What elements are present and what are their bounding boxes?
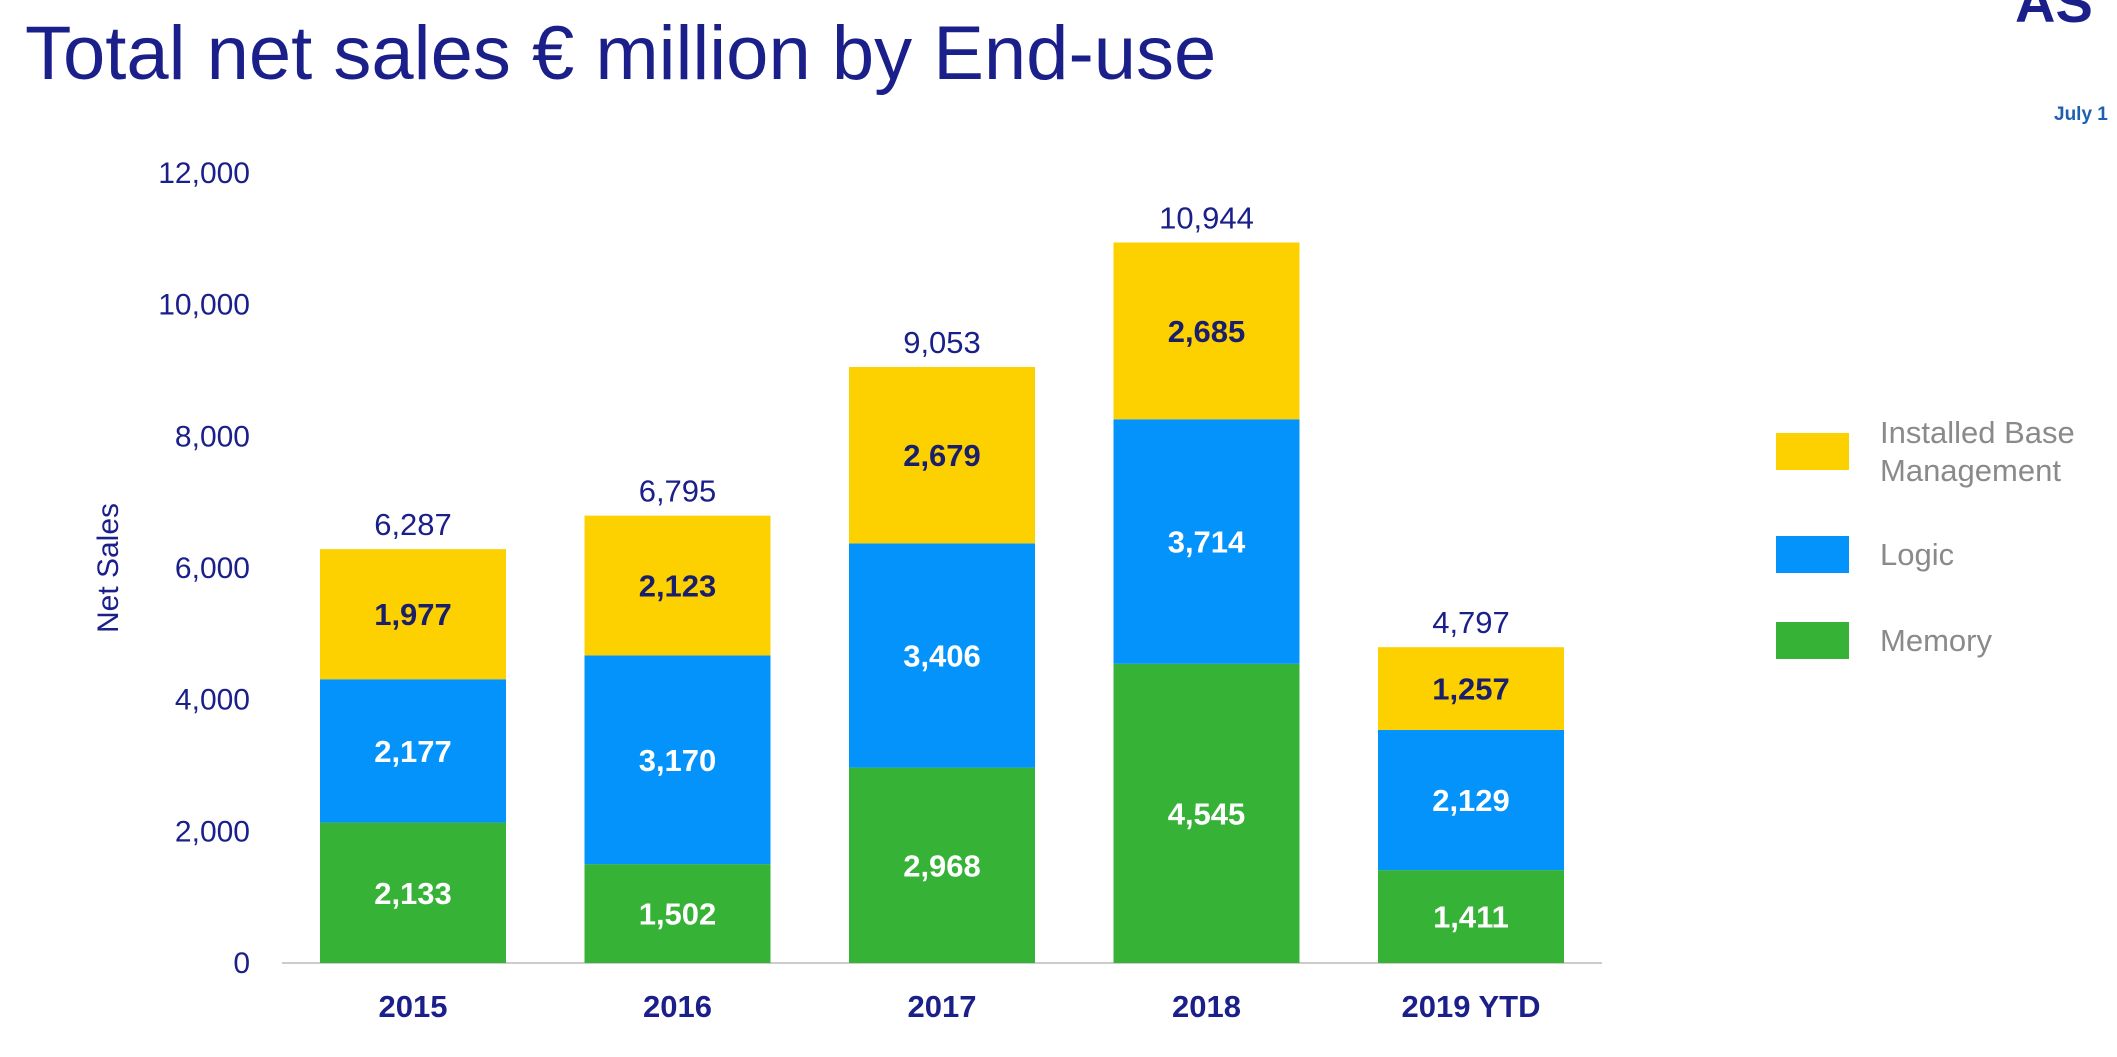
legend-label-installed-base-management: Management <box>1880 453 2061 488</box>
legend-swatch-logic <box>1776 536 1849 573</box>
bar-installed-base-management <box>320 549 506 680</box>
slide-date: July 1 <box>2054 104 2108 125</box>
bar-installed-base-management <box>584 515 771 656</box>
bar-memory <box>849 767 1035 963</box>
data-label-logic: 3,406 <box>903 638 981 673</box>
y-tick-label: 0 <box>233 947 250 980</box>
data-label-installed-base-management: 1,257 <box>1432 672 1510 707</box>
data-label-memory: 1,502 <box>639 897 717 932</box>
data-label-installed-base-management: 2,685 <box>1168 314 1246 349</box>
x-tick-label: 2016 <box>643 989 712 1024</box>
data-label-memory: 2,133 <box>374 876 452 911</box>
bar-logic <box>1113 419 1300 664</box>
bar-logic <box>320 679 506 823</box>
legend-label-installed-base-management: Installed Base <box>1880 415 2075 450</box>
legend-label-logic: Logic <box>1880 537 1954 572</box>
bar-logic <box>584 655 771 865</box>
x-tick-label: 2019 YTD <box>1401 989 1540 1024</box>
bar-installed-base-management <box>1378 647 1564 730</box>
legend-swatch-memory <box>1776 622 1849 659</box>
bar-memory <box>1113 663 1300 963</box>
x-tick-label: 2018 <box>1172 989 1241 1024</box>
y-tick-label: 10,000 <box>158 289 250 322</box>
data-label-logic: 3,170 <box>639 743 717 778</box>
bar-installed-base-management <box>849 367 1035 544</box>
total-label: 6,287 <box>374 507 452 542</box>
data-label-installed-base-management: 2,679 <box>903 438 981 473</box>
y-tick-label: 6,000 <box>175 552 250 585</box>
data-label-logic: 2,129 <box>1432 783 1510 818</box>
bar-memory <box>1378 870 1564 963</box>
data-label-memory: 1,411 <box>1433 900 1509 935</box>
x-tick-label: 2017 <box>908 989 977 1024</box>
company-logo: AS <box>2015 0 2093 34</box>
legend-label-memory: Memory <box>1880 623 1992 658</box>
data-label-logic: 3,714 <box>1168 525 1246 560</box>
total-label: 6,795 <box>639 474 717 509</box>
bar-installed-base-management <box>1113 242 1300 420</box>
y-tick-label: 2,000 <box>175 815 250 848</box>
bar-logic <box>849 543 1035 768</box>
legend-swatch-installed-base-management <box>1776 433 1849 470</box>
y-tick-label: 8,000 <box>175 420 250 453</box>
total-label: 9,053 <box>903 325 981 360</box>
data-label-logic: 2,177 <box>374 734 452 769</box>
data-label-installed-base-management: 2,123 <box>639 569 717 604</box>
slide-title: Total net sales € million by End-use <box>25 11 1217 96</box>
bar-memory <box>320 822 506 963</box>
bar-memory <box>584 864 771 963</box>
x-tick-label: 2015 <box>379 989 448 1024</box>
y-tick-label: 12,000 <box>158 157 250 190</box>
data-label-memory: 4,545 <box>1168 796 1246 831</box>
bar-logic <box>1378 729 1564 871</box>
total-label: 10,944 <box>1159 201 1254 236</box>
y-tick-label: 4,000 <box>175 684 250 717</box>
total-label: 4,797 <box>1432 605 1510 640</box>
y-axis-title: Net Sales <box>92 503 125 633</box>
data-label-memory: 2,968 <box>903 848 981 883</box>
data-label-installed-base-management: 1,977 <box>374 597 452 632</box>
